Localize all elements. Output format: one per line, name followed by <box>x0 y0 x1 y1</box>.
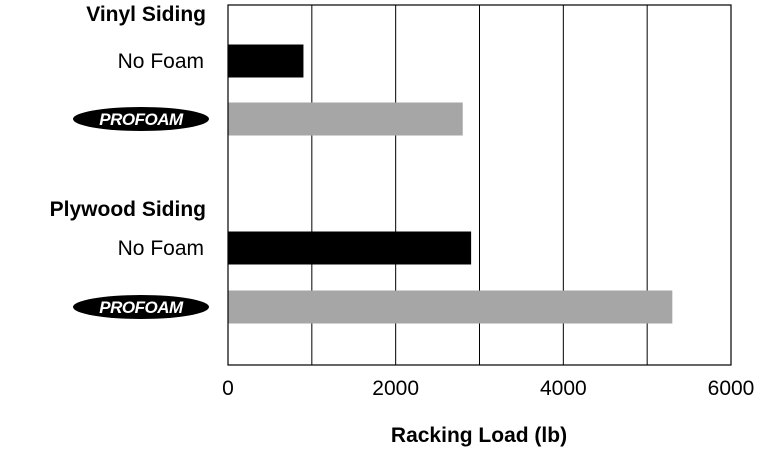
profoam-logo: PROFOAM <box>73 107 209 131</box>
labels: Vinyl Siding No Foam PROFOAM Plywood Siding… <box>50 3 209 319</box>
x-axis-ticks: 0 2000 4000 6000 <box>222 377 754 400</box>
profoam-logo-text: PROFOAM <box>99 298 184 317</box>
profoam-logo-badge <box>73 107 209 131</box>
bar-label: No Foam <box>118 50 204 73</box>
x-tick-label: 4000 <box>540 377 587 400</box>
x-tick-label: 0 <box>222 377 234 400</box>
bar-no-foam <box>228 44 304 78</box>
bar-label: No Foam <box>118 237 204 260</box>
group-label: Vinyl Siding <box>86 3 206 26</box>
x-axis-label: Racking Load (lb) <box>391 424 567 447</box>
profoam-logo-badge <box>73 295 209 319</box>
profoam-logo-text: PROFOAM <box>99 110 184 129</box>
x-tick-label: 6000 <box>708 377 755 400</box>
x-tick-label: 2000 <box>372 377 419 400</box>
plot-frame <box>227 4 732 366</box>
bar-profoam <box>228 102 463 136</box>
bar-profoam <box>228 290 673 324</box>
profoam-logo: PROFOAM <box>73 295 209 319</box>
bars <box>228 44 673 324</box>
group-label: Plywood Siding <box>50 198 206 221</box>
bar-no-foam <box>228 231 472 265</box>
